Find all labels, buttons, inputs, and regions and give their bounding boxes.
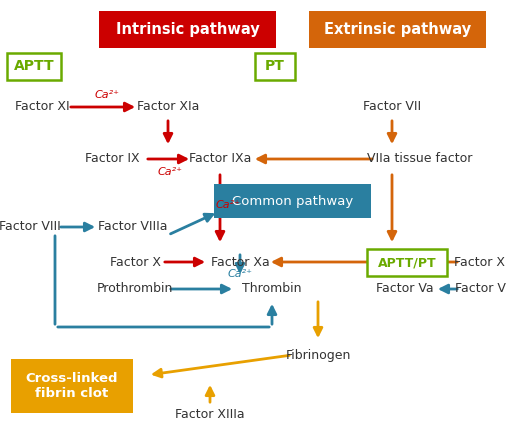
FancyBboxPatch shape (7, 53, 61, 80)
Text: Common pathway: Common pathway (232, 194, 353, 208)
Text: Ca²⁺: Ca²⁺ (158, 167, 182, 177)
Text: APTT/PT: APTT/PT (378, 256, 436, 269)
Text: Fibrinogen: Fibrinogen (285, 348, 351, 361)
Text: Factor Va: Factor Va (376, 282, 434, 295)
FancyBboxPatch shape (309, 11, 486, 48)
Text: Intrinsic pathway: Intrinsic pathway (116, 22, 260, 37)
Text: Cross-linked
fibrin clot: Cross-linked fibrin clot (26, 372, 118, 400)
FancyBboxPatch shape (255, 53, 295, 80)
Text: Ca²⁺: Ca²⁺ (227, 269, 252, 279)
Text: Extrinsic pathway: Extrinsic pathway (324, 22, 471, 37)
Text: Thrombin: Thrombin (242, 282, 302, 295)
Text: Factor X: Factor X (110, 256, 160, 268)
Text: Factor VIII: Factor VIII (0, 221, 61, 233)
Text: Factor XIIIa: Factor XIIIa (175, 409, 245, 422)
FancyBboxPatch shape (11, 359, 133, 413)
Text: Factor V: Factor V (455, 282, 505, 295)
Text: Factor XIa: Factor XIa (137, 101, 199, 114)
Text: Ca²⁺: Ca²⁺ (216, 200, 241, 210)
Text: Factor IXa: Factor IXa (189, 153, 251, 166)
Text: Factor IX: Factor IX (84, 153, 139, 166)
FancyBboxPatch shape (99, 11, 276, 48)
Text: Ca²⁺: Ca²⁺ (95, 90, 119, 100)
Text: Factor VIIIa: Factor VIIIa (98, 221, 168, 233)
Text: PT: PT (265, 59, 285, 73)
Text: Factor Xa: Factor Xa (210, 256, 269, 268)
Text: Factor X: Factor X (455, 256, 505, 268)
Text: Prothrombin: Prothrombin (97, 282, 173, 295)
Text: Factor XI: Factor XI (15, 101, 69, 114)
Text: APTT: APTT (14, 59, 54, 73)
Text: VIIa tissue factor: VIIa tissue factor (367, 153, 473, 166)
FancyBboxPatch shape (367, 249, 447, 276)
FancyBboxPatch shape (214, 184, 371, 218)
Text: Factor VII: Factor VII (363, 101, 421, 114)
